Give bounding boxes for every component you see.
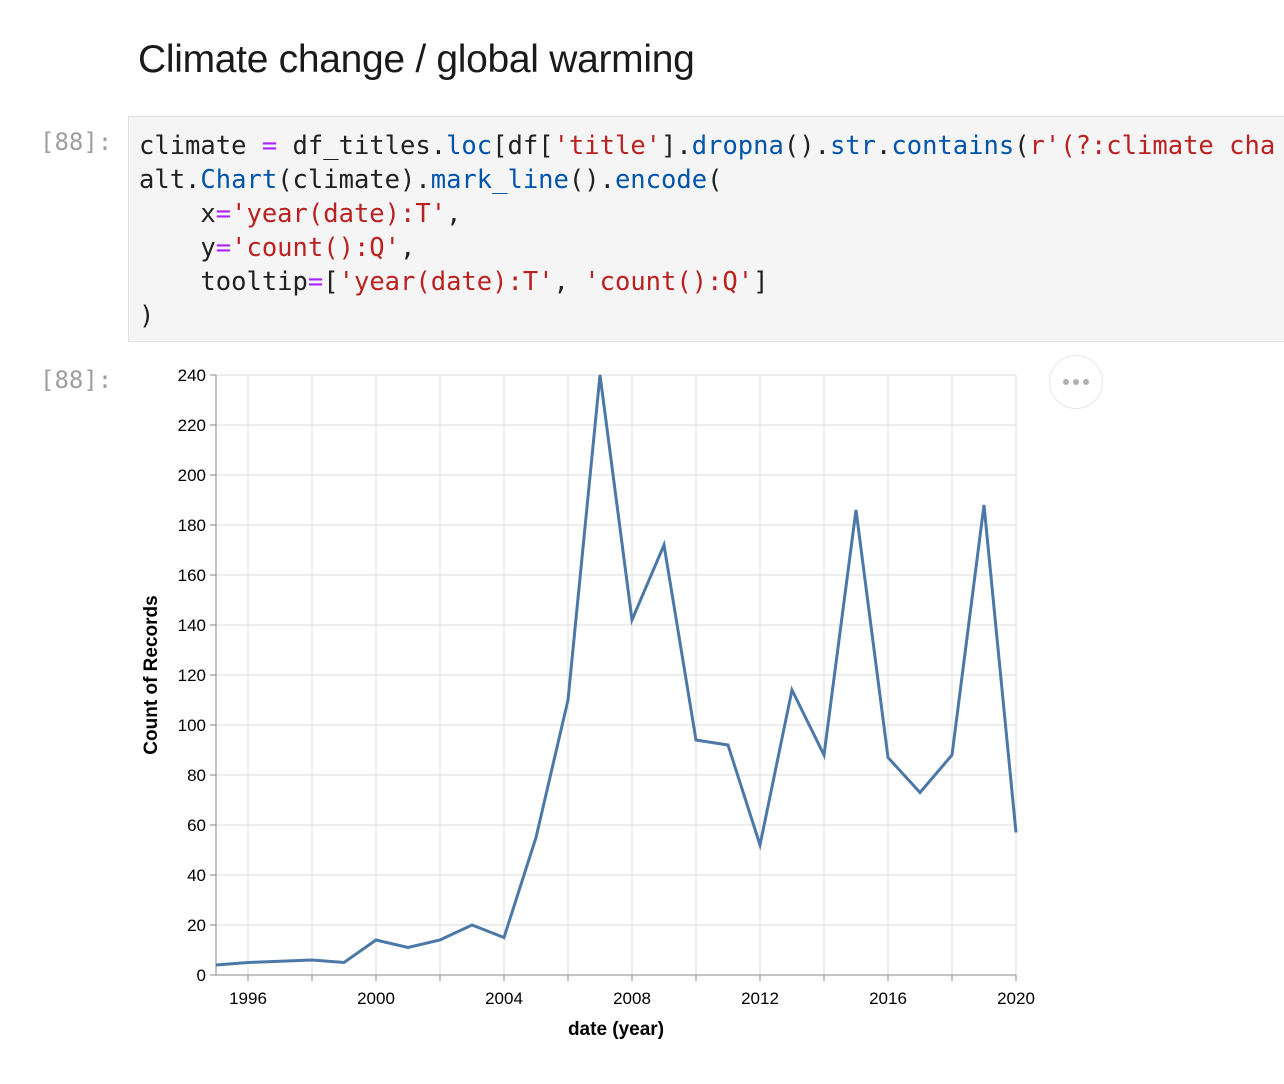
x-tick-label: 2020 (997, 989, 1035, 1008)
code-token: dropna (691, 131, 784, 161)
code-token: contains (891, 131, 1015, 161)
y-tick-label: 240 (178, 366, 206, 385)
code-line: y='count():Q', (139, 233, 415, 263)
code-token: tooltip (139, 267, 308, 297)
x-tick-label: 2012 (741, 989, 779, 1008)
x-axis-title: date (year) (568, 1019, 664, 1040)
y-tick-label: 60 (187, 816, 206, 835)
code-token: Chart (200, 165, 278, 195)
code-token: 'year(date):T' (338, 267, 554, 297)
code-token: ) (139, 301, 155, 331)
code-token: ] (753, 267, 769, 297)
code-token: df_titles. (277, 131, 447, 161)
code-token: = (215, 199, 232, 229)
y-tick-label: 0 (197, 966, 206, 985)
code-token: ( (707, 165, 723, 195)
x-tick-label: 2016 (869, 989, 907, 1008)
code-line: x='year(date):T', (139, 199, 461, 229)
code-line: climate = df_titles.loc[df['title'].drop… (139, 131, 1275, 161)
y-tick-label: 100 (178, 716, 206, 735)
y-tick-label: 40 (187, 866, 206, 885)
y-tick-label: 120 (178, 666, 206, 685)
code-line: alt.Chart(climate).mark_line().encode( (139, 165, 722, 195)
y-tick-label: 200 (178, 466, 206, 485)
code-token: . (876, 131, 892, 161)
code-token: ( (1014, 131, 1030, 161)
code-token: climate (139, 131, 262, 161)
code-token: encode (614, 165, 708, 195)
code-token: (). (568, 165, 615, 195)
y-tick-label: 180 (178, 516, 206, 535)
more-actions-button[interactable] (1049, 355, 1103, 409)
code-token: 'count():Q' (584, 267, 754, 297)
y-tick-label: 20 (187, 916, 206, 935)
code-token: , (446, 199, 462, 229)
y-tick-label: 80 (187, 766, 206, 785)
code-token: (climate). (277, 165, 431, 195)
code-token: 'count():Q' (231, 233, 401, 263)
code-token: [ (323, 267, 339, 297)
y-tick-label: 220 (178, 416, 206, 435)
series-line (215, 374, 1018, 967)
code-token: alt. (139, 165, 201, 195)
code-token: [df[ (492, 131, 554, 161)
code-token: str (829, 131, 876, 161)
code-token: , (400, 233, 416, 263)
more-horizontal-icon (1061, 379, 1091, 385)
code-token: = (215, 233, 232, 263)
code-token: (). (783, 131, 830, 161)
output-prompt: [88]: (40, 366, 113, 394)
y-tick-label: 140 (178, 616, 206, 635)
code-token: , (553, 267, 585, 297)
x-tick-label: 2004 (485, 989, 523, 1008)
input-prompt: [88]: (40, 128, 113, 156)
code-line: tooltip=['year(date):T', 'count():Q'] (139, 267, 769, 297)
section-heading: Climate change / global warming (138, 38, 695, 81)
code-token: = (307, 267, 324, 297)
code-cell[interactable]: climate = df_titles.loc[df['title'].drop… (128, 116, 1284, 342)
code-token: = (261, 131, 278, 161)
code-token: x (139, 199, 216, 229)
x-tick-label: 2008 (613, 989, 651, 1008)
y-axis-title: Count of Records (141, 595, 162, 754)
code-token: loc (446, 131, 493, 161)
code-token: 'year(date):T' (231, 199, 447, 229)
y-tick-label: 160 (178, 566, 206, 585)
code-editor[interactable]: climate = df_titles.loc[df['title'].drop… (139, 129, 1275, 333)
x-tick-label: 2000 (357, 989, 395, 1008)
code-token: mark_line (430, 165, 569, 195)
code-line: ) (139, 301, 154, 331)
x-tick-label: 1996 (229, 989, 267, 1008)
code-token: ]. (661, 131, 692, 161)
code-token: y (139, 233, 216, 263)
code-token: r'(?:climate cha (1029, 131, 1276, 161)
code-token: 'title' (553, 131, 662, 161)
